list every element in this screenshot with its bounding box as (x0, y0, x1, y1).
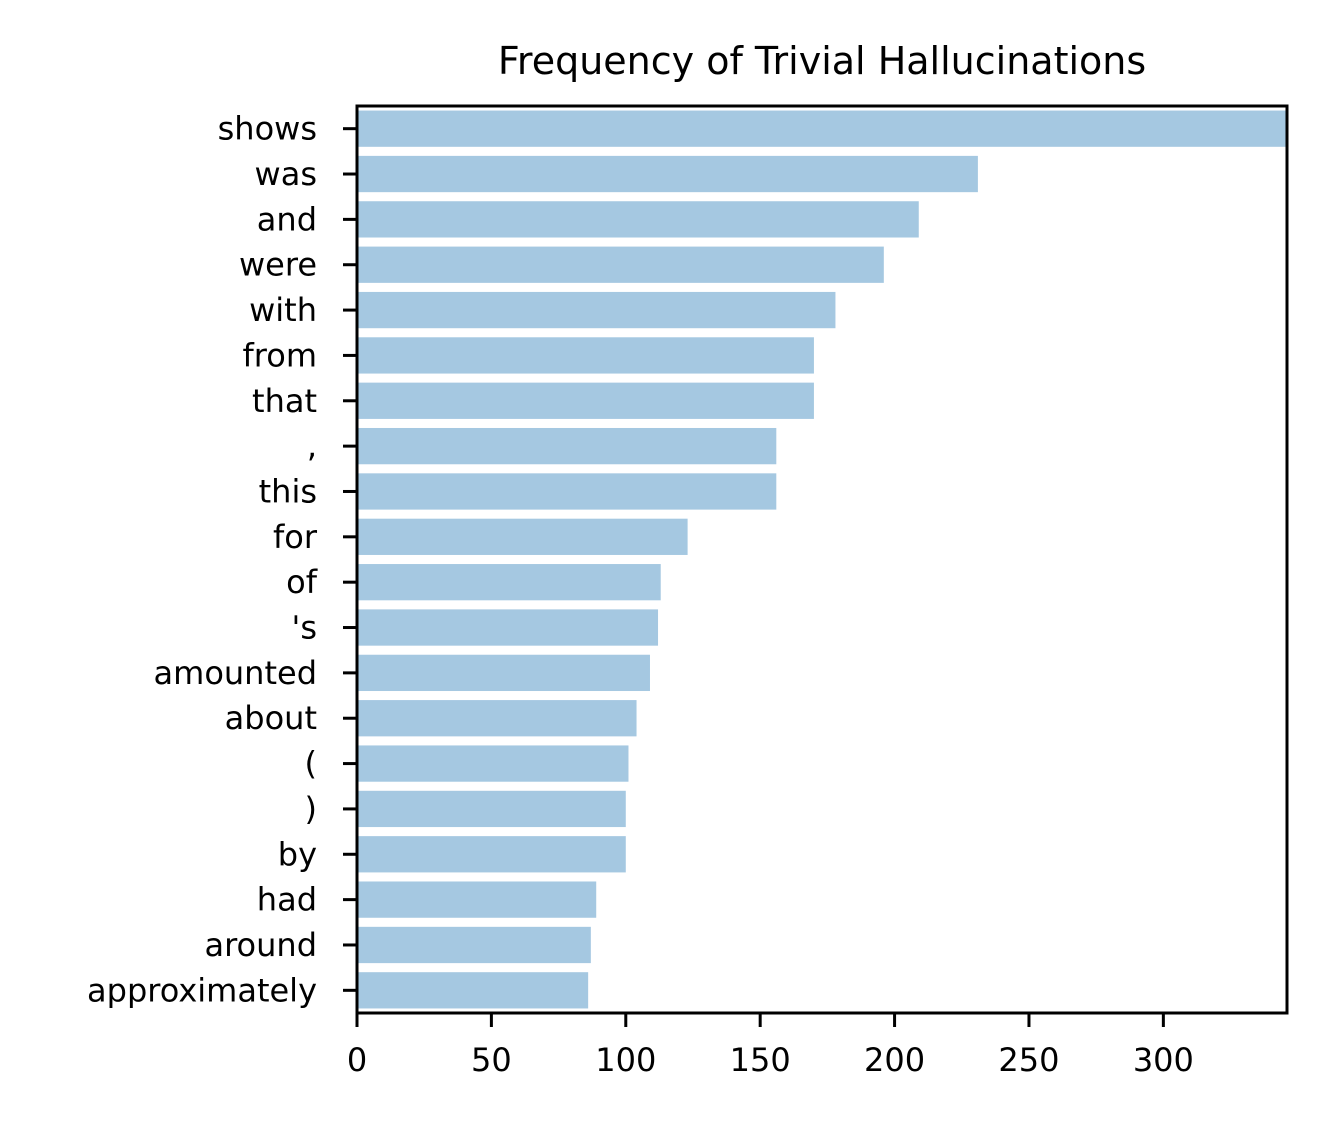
bar-6 (357, 382, 814, 419)
x-tick-label-1: 50 (471, 1041, 512, 1079)
y-tick-label-0: shows (218, 110, 317, 148)
y-tick-label-7: , (307, 427, 317, 465)
bars-group (357, 110, 1287, 1009)
bar-10 (357, 564, 661, 601)
x-tick-label-4: 200 (864, 1041, 925, 1079)
y-tick-label-3: were (239, 246, 317, 284)
bar-3 (357, 246, 884, 283)
y-tick-label-17: had (257, 881, 317, 919)
y-tick-label-2: and (257, 200, 317, 238)
y-tick-label-10: of (286, 563, 318, 601)
bar-0 (357, 110, 1287, 147)
x-tick-label-6: 300 (1133, 1041, 1194, 1079)
y-tick-label-18: around (204, 926, 317, 964)
bar-7 (357, 427, 777, 465)
bar-12 (357, 654, 650, 692)
bar-16 (357, 836, 626, 873)
y-tick-label-11: 's (292, 609, 317, 647)
y-tick-label-6: that (252, 382, 317, 420)
x-tick-label-2: 100 (595, 1041, 656, 1079)
y-tick-label-19: approximately (87, 971, 317, 1009)
bar-5 (357, 337, 814, 374)
x-axis: 0 50 100 150 200 250 300 (347, 1013, 1194, 1079)
bar-13 (357, 700, 637, 737)
bar-1 (357, 155, 978, 193)
bar-11 (357, 609, 659, 646)
bar-14 (357, 745, 629, 782)
x-tick-label-3: 150 (730, 1041, 791, 1079)
bar-18 (357, 926, 591, 964)
y-tick-label-16: by (278, 835, 317, 873)
bar-17 (357, 881, 597, 918)
bar-4 (357, 291, 836, 329)
y-tick-label-8: this (259, 472, 317, 510)
y-tick-label-5: from (243, 336, 317, 374)
x-tick-label-0: 0 (347, 1041, 367, 1079)
y-tick-label-1: was (255, 155, 317, 193)
bar-2 (357, 201, 919, 238)
y-tick-label-9: for (273, 518, 318, 556)
y-tick-label-12: amounted (154, 654, 317, 692)
bar-19 (357, 972, 589, 1009)
y-tick-label-14: ( (305, 745, 317, 783)
x-tick-label-5: 250 (998, 1041, 1059, 1079)
y-axis: shows was and were with from that, this for of 's a… (87, 110, 357, 1009)
y-tick-label-4: with (249, 291, 317, 329)
y-tick-label-15: ) (305, 790, 317, 828)
y-tick-label-13: about (225, 699, 317, 737)
chart-title: Frequency of Trivial Hallucinations (498, 39, 1146, 83)
bar-8 (357, 473, 777, 510)
bar-15 (357, 790, 626, 828)
bar-9 (357, 518, 688, 555)
plot-frame (355, 104, 1289, 1015)
